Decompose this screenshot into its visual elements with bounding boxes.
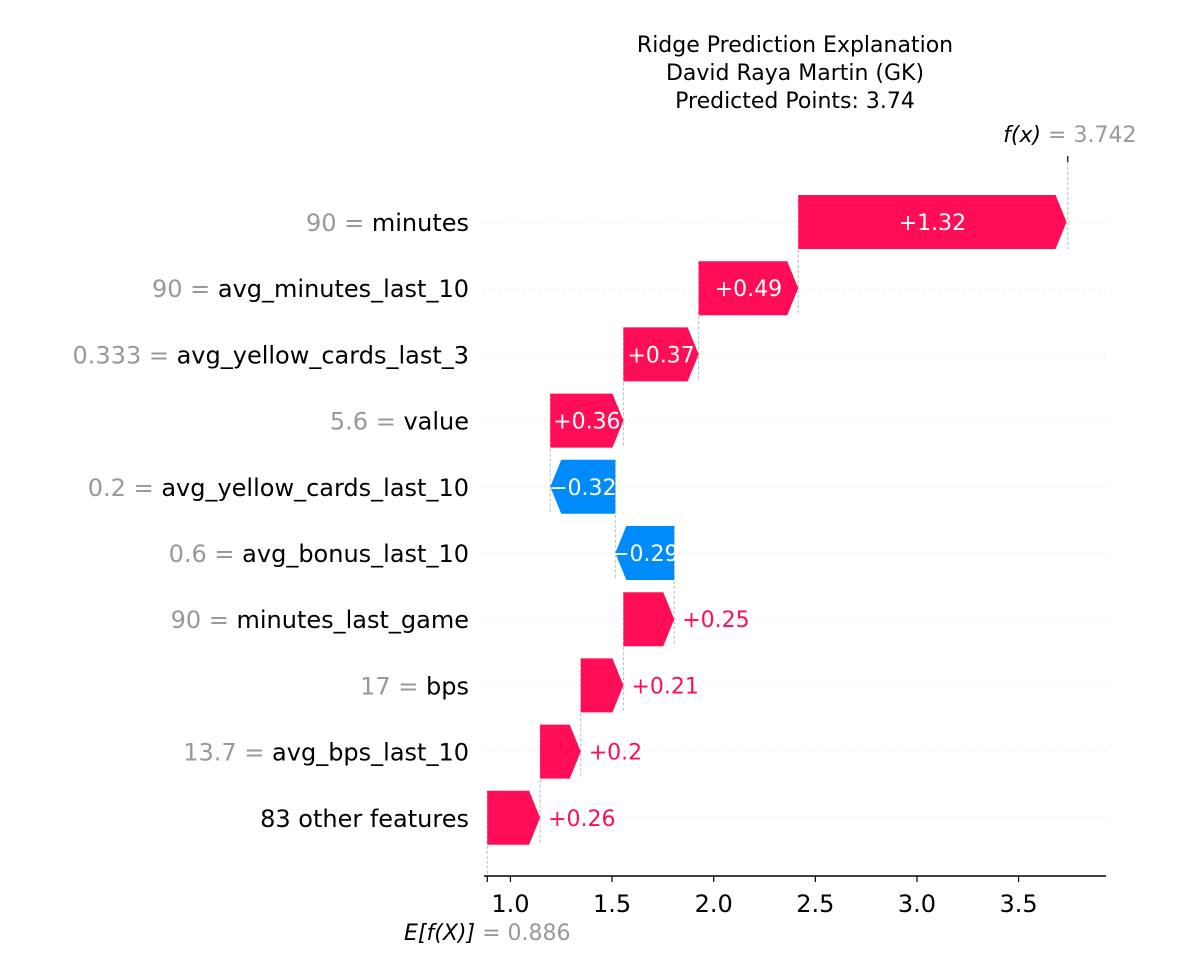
feature-label: 13.7 = avg_bps_last_10 (183, 739, 469, 767)
feature-name: avg_minutes_last_10 (218, 275, 469, 303)
feature-value: 90 = (306, 209, 372, 237)
waterfall-bar (550, 459, 616, 514)
feature-label: 0.2 = avg_yellow_cards_last_10 (88, 474, 469, 502)
bar-value-label: +0.2 (589, 741, 642, 766)
feature-value: 0.6 = (169, 540, 243, 568)
feature-value: 90 = (171, 606, 237, 634)
waterfall-bar (487, 790, 541, 845)
final-value-label: f(x) (1003, 123, 1041, 148)
bar-value-label: +0.21 (631, 674, 698, 699)
bar-value-label: −0.32 (549, 476, 616, 501)
x-tick-label: 1.0 (491, 890, 529, 918)
x-tick-label: 1.5 (593, 890, 631, 918)
bar-value-label: +0.25 (682, 608, 749, 633)
feature-name: minutes (372, 209, 469, 237)
feature-value: 13.7 = (183, 739, 272, 767)
bar-value-label: −0.29 (611, 542, 678, 567)
waterfall-bar (540, 724, 581, 779)
x-tick-label: 3.0 (898, 890, 936, 918)
x-tick-label: 2.5 (796, 890, 834, 918)
final-value-number: = 3.742 (1041, 123, 1136, 148)
feature-label: 90 = avg_minutes_last_10 (152, 275, 469, 303)
feature-name: avg_yellow_cards_last_3 (177, 341, 469, 369)
feature-label: 17 = bps (360, 672, 469, 700)
feature-name: 83 other features (260, 805, 469, 833)
waterfall-bar (615, 526, 675, 580)
bar-value-label: +0.37 (627, 343, 694, 368)
feature-label: 0.6 = avg_bonus_last_10 (169, 540, 469, 568)
bar-value-label: +1.32 (899, 211, 966, 236)
waterfall-bar (580, 658, 624, 713)
chart-title-line-3: Predicted Points: 3.74 (675, 89, 915, 114)
feature-label: 5.6 = value (330, 408, 469, 436)
waterfall-bar (698, 261, 799, 316)
feature-label: 0.333 = avg_yellow_cards_last_3 (73, 341, 469, 369)
waterfall-bar (550, 393, 624, 448)
bar-value-label: +0.26 (548, 807, 615, 832)
feature-name: minutes_last_game (236, 606, 469, 634)
feature-label: 90 = minutes (306, 209, 469, 237)
base-value-label: E[f(X)] (404, 921, 475, 946)
bar-value-label: +0.36 (553, 410, 620, 435)
feature-name: avg_bonus_last_10 (242, 540, 469, 568)
x-tick-label: 3.5 (1000, 890, 1038, 918)
feature-name: avg_yellow_cards_last_10 (161, 474, 469, 502)
waterfall-bar (623, 327, 699, 382)
feature-value: 90 = (152, 275, 218, 303)
feature-label: 90 = minutes_last_game (171, 606, 469, 634)
feature-value: 5.6 = (330, 408, 404, 436)
base-value-annotation: E[f(X)] = 0.886 (404, 921, 570, 946)
feature-name: avg_bps_last_10 (272, 739, 469, 767)
feature-name: value (403, 408, 469, 436)
feature-value: 0.2 = (88, 474, 162, 502)
bar-value-label: +0.49 (715, 277, 782, 302)
x-tick-label: 2.0 (695, 890, 733, 918)
base-value-number: = 0.886 (475, 921, 570, 946)
feature-label: 83 other features (260, 805, 469, 833)
feature-value: 0.333 = (73, 341, 177, 369)
final-value-annotation: f(x) = 3.742 (1003, 123, 1136, 148)
feature-value: 17 = (360, 672, 426, 700)
chart-title-line-2: David Raya Martin (GK) (665, 61, 925, 86)
waterfall-bar (798, 195, 1067, 249)
chart-title-line-1: Ridge Prediction Explanation (636, 33, 954, 58)
waterfall-bar (623, 592, 675, 647)
feature-name: bps (426, 672, 469, 700)
